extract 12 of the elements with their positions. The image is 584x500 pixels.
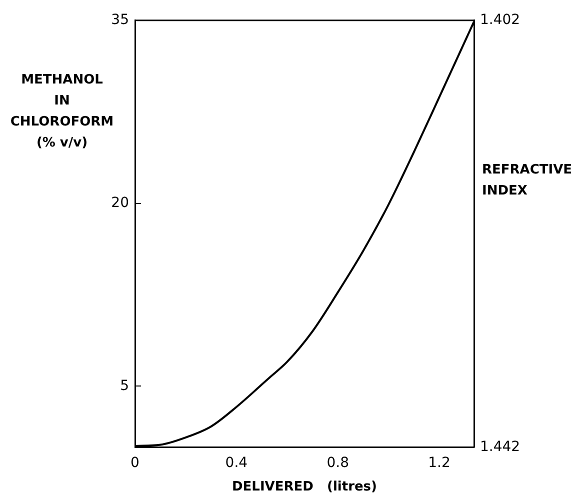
y-tick-label: 5 — [120, 378, 129, 394]
y-tick-label: 35 — [111, 12, 129, 28]
x-axis-title: DELIVERED (litres) — [232, 480, 377, 495]
y-tick-label: 20 — [111, 194, 129, 211]
y2-tick-label: 1.402 — [480, 12, 520, 28]
y2-tick-label: 1.442 — [480, 438, 520, 455]
x-tick-label: 0 — [130, 455, 140, 472]
y-axis-title: METHANOL IN CHLOROFORM (% v/v) — [10, 72, 114, 150]
x-tick-label: 0.4 — [225, 455, 248, 472]
x-tick-label: 0.8 — [326, 455, 349, 472]
y2-axis-title: REFRACTIVE INDEX — [482, 162, 572, 198]
x-tick-label: 1.2 — [428, 455, 450, 472]
